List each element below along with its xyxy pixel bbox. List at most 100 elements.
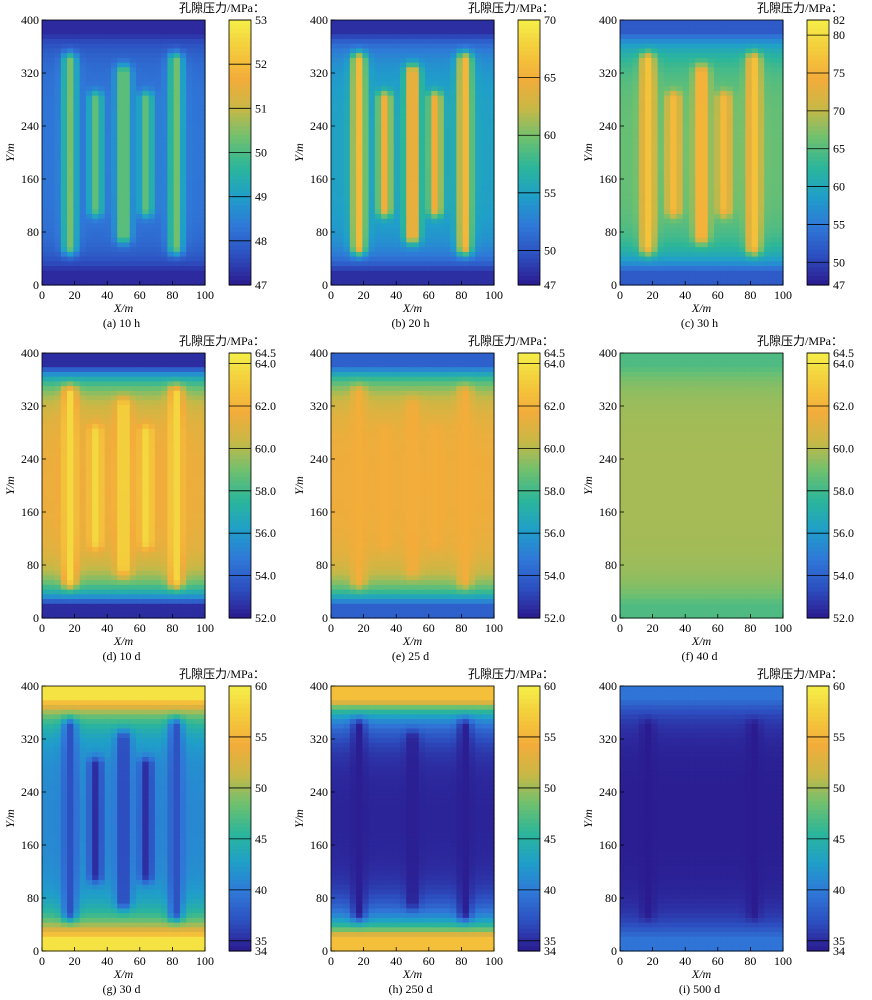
heatmap-cell bbox=[60, 190, 68, 196]
heatmap-cell bbox=[142, 367, 150, 373]
heatmap-cell bbox=[337, 199, 345, 206]
heatmap-cell bbox=[751, 280, 759, 286]
heatmap-cell bbox=[368, 34, 376, 40]
heatmap-cell bbox=[682, 232, 690, 239]
heatmap-cell bbox=[632, 147, 640, 154]
heatmap-cell bbox=[129, 242, 137, 248]
heatmap-cell bbox=[179, 376, 187, 382]
heatmap-cell bbox=[167, 62, 175, 68]
heatmap-cell bbox=[620, 228, 627, 234]
heatmap-cell bbox=[92, 180, 100, 187]
heatmap-cell bbox=[136, 53, 143, 59]
heatmap-cell bbox=[726, 195, 734, 201]
heatmap-cell bbox=[67, 270, 74, 277]
heatmap-cell bbox=[412, 237, 420, 244]
heatmap-cell bbox=[337, 190, 345, 196]
heatmap-cell bbox=[54, 171, 62, 177]
heatmap-cell bbox=[148, 67, 156, 73]
heatmap-cell bbox=[167, 209, 175, 215]
heatmap-cell bbox=[620, 43, 627, 49]
heatmap-cell bbox=[362, 275, 370, 281]
heatmap-cell bbox=[431, 76, 439, 83]
heatmap-cell bbox=[79, 376, 87, 382]
heatmap-cell bbox=[682, 43, 690, 49]
heatmap-cell bbox=[770, 147, 778, 154]
heatmap-cell bbox=[381, 214, 389, 220]
heatmap-cell bbox=[676, 209, 684, 215]
heatmap-cell bbox=[387, 57, 395, 64]
heatmap-cell bbox=[695, 199, 703, 206]
heatmap-cell bbox=[456, 20, 464, 26]
heatmap-cell bbox=[663, 147, 671, 154]
heatmap-cell bbox=[626, 251, 634, 258]
heatmap-cell bbox=[751, 214, 759, 220]
heatmap-cell bbox=[54, 147, 62, 154]
heatmap-cell bbox=[638, 128, 646, 135]
heatmap-cell bbox=[745, 195, 753, 201]
heatmap-cell bbox=[657, 90, 665, 97]
heatmap-cell bbox=[757, 20, 765, 26]
heatmap-cell bbox=[117, 100, 125, 106]
heatmap-cell bbox=[343, 95, 351, 102]
heatmap-cell bbox=[356, 114, 363, 120]
heatmap-cell bbox=[412, 214, 420, 220]
heatmap-cell bbox=[450, 81, 457, 87]
heatmap-cell bbox=[732, 237, 740, 244]
heatmap-cell bbox=[399, 237, 407, 244]
heatmap-cell bbox=[92, 34, 100, 40]
heatmap-cell bbox=[73, 62, 81, 68]
heatmap-cell bbox=[399, 95, 407, 102]
heatmap-cell bbox=[73, 105, 81, 111]
heatmap-cell bbox=[337, 124, 345, 130]
heatmap-cell bbox=[104, 138, 112, 144]
heatmap-cell bbox=[682, 67, 690, 73]
heatmap-cell bbox=[475, 38, 483, 45]
heatmap-cell bbox=[764, 280, 772, 286]
heatmap-cell bbox=[406, 72, 414, 78]
heatmap-cell bbox=[73, 390, 81, 397]
heatmap-cell bbox=[67, 62, 74, 68]
heatmap-cell bbox=[701, 256, 709, 262]
heatmap-cell bbox=[129, 128, 137, 135]
heatmap-cell bbox=[431, 237, 439, 244]
heatmap-cell bbox=[92, 62, 100, 68]
heatmap-cell bbox=[42, 376, 49, 382]
heatmap-cell bbox=[349, 261, 357, 267]
heatmap-cell bbox=[645, 67, 652, 73]
heatmap-cell bbox=[651, 105, 659, 111]
heatmap-cell bbox=[620, 62, 627, 68]
heatmap-cell bbox=[757, 242, 765, 248]
heatmap-cell bbox=[186, 195, 194, 201]
heatmap-cell bbox=[688, 138, 696, 144]
heatmap-cell bbox=[707, 157, 715, 163]
heatmap-cell bbox=[620, 53, 627, 59]
heatmap-cell bbox=[425, 270, 432, 277]
heatmap-cell bbox=[670, 43, 678, 49]
heatmap-cell bbox=[764, 62, 772, 68]
heatmap-cell bbox=[657, 143, 665, 149]
heatmap-cell bbox=[443, 133, 451, 139]
heatmap-cell bbox=[349, 204, 357, 210]
heatmap-cell bbox=[418, 128, 426, 135]
colorbar-segment bbox=[518, 20, 540, 26]
heatmap-cell bbox=[110, 390, 118, 397]
heatmap-cell bbox=[688, 124, 696, 130]
heatmap-cell bbox=[418, 161, 426, 168]
heatmap-cell bbox=[431, 57, 439, 64]
heatmap-cell bbox=[701, 199, 709, 206]
plot-frame bbox=[41, 19, 206, 286]
heatmap-cell bbox=[475, 43, 483, 49]
heatmap-cell bbox=[104, 133, 112, 139]
heatmap-cell bbox=[620, 128, 627, 135]
heatmap-cell bbox=[154, 76, 162, 83]
heatmap-cell bbox=[136, 209, 143, 215]
heatmap-cell bbox=[701, 20, 709, 26]
heatmap-cell bbox=[349, 57, 357, 64]
heatmap-cell bbox=[167, 180, 175, 187]
heatmap-cell bbox=[645, 218, 652, 225]
heatmap-cell bbox=[481, 29, 489, 35]
heatmap-cell bbox=[154, 376, 162, 382]
heatmap-cell bbox=[393, 76, 401, 83]
heatmap-cell bbox=[425, 256, 432, 262]
heatmap-cell bbox=[73, 161, 81, 168]
